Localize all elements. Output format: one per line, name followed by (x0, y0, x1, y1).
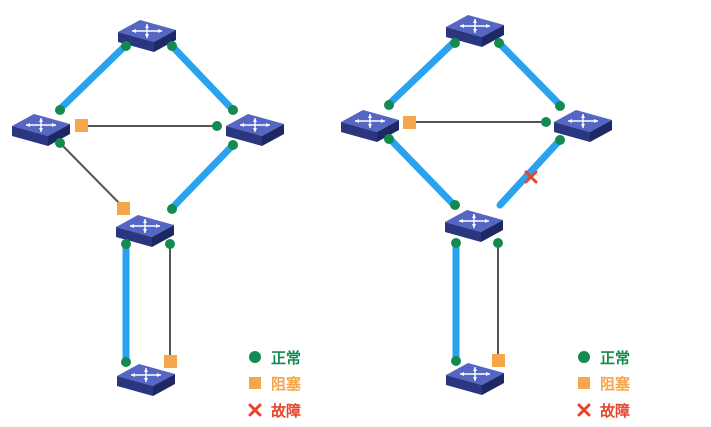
link-right-center-faulty (496, 136, 564, 209)
port-blocked-square (403, 116, 416, 129)
port-normal-dot (121, 357, 131, 367)
svg-text:SWITCH: SWITCH (119, 240, 142, 252)
legend-normal-label: 正常 (600, 349, 630, 367)
port-normal-dot (384, 100, 394, 110)
port-normal-dot (55, 105, 65, 115)
topology-left: SWITCH SWITCH SWITCH SWITCH SWITCH (11, 19, 285, 401)
link-right-center (168, 141, 237, 212)
switch-right: SWITCH (553, 109, 613, 147)
port-normal-dot (494, 38, 504, 48)
link-top-left (56, 42, 129, 113)
red-x-icon (577, 403, 591, 417)
port-normal-dot (228, 140, 238, 150)
green-dot-icon (578, 351, 590, 363)
legend-normal-label: 正常 (271, 349, 301, 367)
orange-square-icon (578, 377, 590, 389)
port-normal-dot (541, 117, 551, 127)
topology-right: SWITCH SWITCH SWITCH SWITCH SWITCH (340, 14, 613, 400)
switch-bottom: SWITCH (445, 362, 505, 400)
switch-top: SWITCH (117, 19, 177, 57)
link-top-right (168, 42, 237, 114)
port-normal-dot (121, 239, 131, 249)
svg-text:SWITCH: SWITCH (344, 135, 367, 147)
switch-right: SWITCH (225, 113, 285, 151)
switch-top: SWITCH (445, 14, 505, 52)
red-x-icon (248, 403, 262, 417)
legend-left: 正常 阻塞 故障 (248, 349, 302, 420)
fault-x-icon (524, 170, 538, 184)
green-dot-icon (249, 351, 261, 363)
switch-left: SWITCH (340, 109, 400, 147)
port-blocked-square (117, 202, 130, 215)
legend-right: 正常 阻塞 故障 (577, 349, 631, 420)
port-normal-dot (167, 204, 177, 214)
legend-fault-label: 故障 (271, 402, 301, 420)
switch-left: SWITCH (11, 113, 71, 151)
port-blocked-square (164, 355, 177, 368)
port-normal-dot (121, 41, 131, 51)
port-blocked-square (75, 119, 88, 132)
svg-text:SWITCH: SWITCH (557, 135, 580, 147)
port-normal-dot (228, 105, 238, 115)
svg-text:SWITCH: SWITCH (449, 40, 472, 52)
link-top-left (385, 39, 457, 108)
port-normal-dot (167, 41, 177, 51)
port-normal-dot (555, 135, 565, 145)
port-normal-dot (451, 238, 461, 248)
port-normal-dot (165, 239, 175, 249)
switch-bottom: SWITCH (116, 363, 176, 401)
port-normal-dot (493, 238, 503, 248)
link-left-center (385, 134, 458, 209)
port-normal-dot (212, 121, 222, 131)
svg-text:SWITCH: SWITCH (229, 139, 252, 151)
svg-text:SWITCH: SWITCH (15, 139, 38, 151)
legend-blocked-label: 阻塞 (600, 375, 631, 393)
port-normal-dot (55, 138, 65, 148)
port-blocked-square (492, 354, 505, 367)
svg-text:SWITCH: SWITCH (121, 45, 144, 57)
orange-square-icon (249, 377, 261, 389)
port-normal-dot (555, 101, 565, 111)
link-left-center (59, 142, 125, 209)
switch-center: SWITCH (115, 214, 175, 252)
svg-text:SWITCH: SWITCH (449, 388, 472, 400)
port-normal-dot (384, 134, 394, 144)
port-normal-dot (450, 200, 460, 210)
legend-fault-label: 故障 (600, 402, 630, 420)
svg-text:SWITCH: SWITCH (120, 389, 143, 401)
port-normal-dot (451, 356, 461, 366)
legend-blocked-label: 阻塞 (271, 375, 302, 393)
port-normal-dot (450, 38, 460, 48)
link-top-right (495, 39, 564, 109)
